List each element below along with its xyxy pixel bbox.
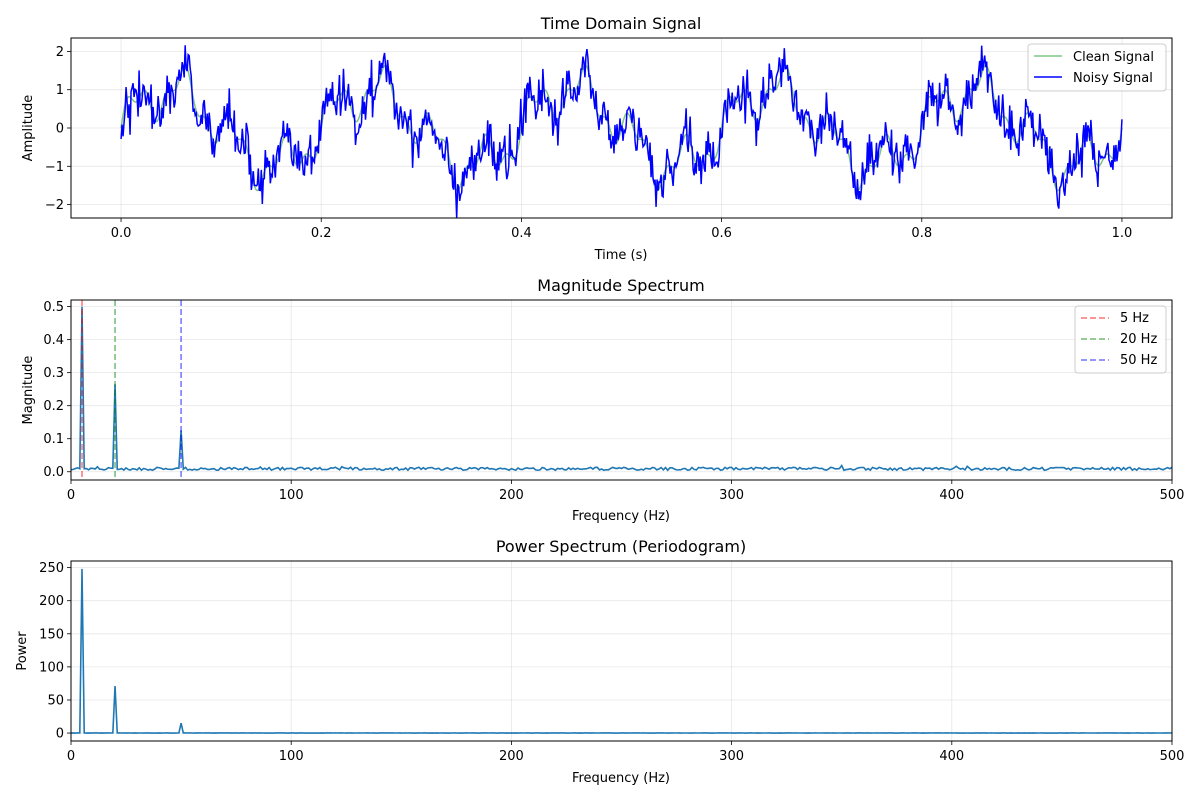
legend-label-20hz: 20 Hz xyxy=(1120,332,1157,347)
x-tick-label: 200 xyxy=(499,749,524,764)
y-tick-label: 0.1 xyxy=(43,432,64,447)
spectrum-line xyxy=(71,306,1172,472)
plot-frame xyxy=(70,560,1173,742)
x-tick-label: 100 xyxy=(279,488,304,503)
legend-label-50hz: 50 Hz xyxy=(1120,353,1157,368)
y-tick-label: 150 xyxy=(39,627,64,642)
y-tick-label: 0 xyxy=(56,727,64,742)
chart-title: Time Domain Signal xyxy=(540,14,702,33)
chart-title: Magnitude Spectrum xyxy=(537,276,704,295)
y-tick-label: 50 xyxy=(47,693,64,708)
x-tick-label: 400 xyxy=(939,488,964,503)
magnitude-spectrum-panel: Magnitude Spectrum 0 100 200 300 400 500 0.0 0.… xyxy=(21,276,1184,524)
x-tick-label: 0 xyxy=(67,488,75,503)
y-tick-label: 100 xyxy=(39,660,64,675)
x-tick-label: 0.4 xyxy=(511,226,532,241)
x-tick-label: 0.8 xyxy=(911,226,932,241)
y-tick-label: 0 xyxy=(56,122,64,137)
series-line-noisy-signal xyxy=(120,45,1123,218)
plot-frame xyxy=(70,299,1173,481)
chart-title: Power Spectrum (Periodogram) xyxy=(496,537,746,556)
y-axis-label: Power xyxy=(15,631,30,671)
y-tick-label: 0.5 xyxy=(43,300,64,315)
legend-label-5hz: 5 Hz xyxy=(1120,311,1149,326)
time-domain-panel: Time Domain Signal 0.0 0.2 0.4 0.6 0.8 1.0 −2 −… xyxy=(21,14,1173,263)
x-tick-label: 100 xyxy=(279,749,304,764)
x-tick-label: 500 xyxy=(1160,749,1185,764)
y-tick-label: 2 xyxy=(56,45,64,60)
x-tick-label: 0.6 xyxy=(711,226,732,241)
spectrum-line xyxy=(71,568,1172,734)
y-tick-label: 250 xyxy=(39,561,64,576)
x-tick-label: 300 xyxy=(719,749,744,764)
x-tick-label: 1.0 xyxy=(1112,226,1133,241)
y-axis-label: Magnitude xyxy=(21,356,36,425)
legend-label-noisy: Noisy Signal xyxy=(1073,71,1153,86)
x-tick-label: 300 xyxy=(719,488,744,503)
x-tick-label: 500 xyxy=(1160,488,1185,503)
y-tick-label: 0.3 xyxy=(43,366,64,381)
y-tick-label: −2 xyxy=(45,198,64,213)
legend: Clean Signal Noisy Signal xyxy=(1027,43,1167,92)
x-tick-label: 0.0 xyxy=(111,226,132,241)
y-tick-label: 0.0 xyxy=(43,465,64,480)
y-tick-label: 1 xyxy=(56,83,64,98)
legend-label-clean: Clean Signal xyxy=(1073,50,1154,65)
x-tick-label: 400 xyxy=(939,749,964,764)
y-tick-label: 0.4 xyxy=(43,333,64,348)
y-tick-label: −1 xyxy=(45,160,64,175)
y-tick-label: 200 xyxy=(39,594,64,609)
legend: 5 Hz 20 Hz 50 Hz xyxy=(1074,305,1167,374)
power-spectrum-panel: Power Spectrum (Periodogram) 0 100 200 300 4… xyxy=(15,537,1184,786)
y-tick-label: 0.2 xyxy=(43,399,64,414)
y-axis-label: Amplitude xyxy=(21,95,36,162)
x-axis-label: Frequency (Hz) xyxy=(572,509,670,524)
x-tick-label: 0 xyxy=(67,749,75,764)
x-axis-label: Time (s) xyxy=(594,248,648,263)
x-tick-label: 200 xyxy=(499,488,524,503)
x-axis-label: Frequency (Hz) xyxy=(572,771,670,786)
x-tick-label: 0.2 xyxy=(311,226,332,241)
